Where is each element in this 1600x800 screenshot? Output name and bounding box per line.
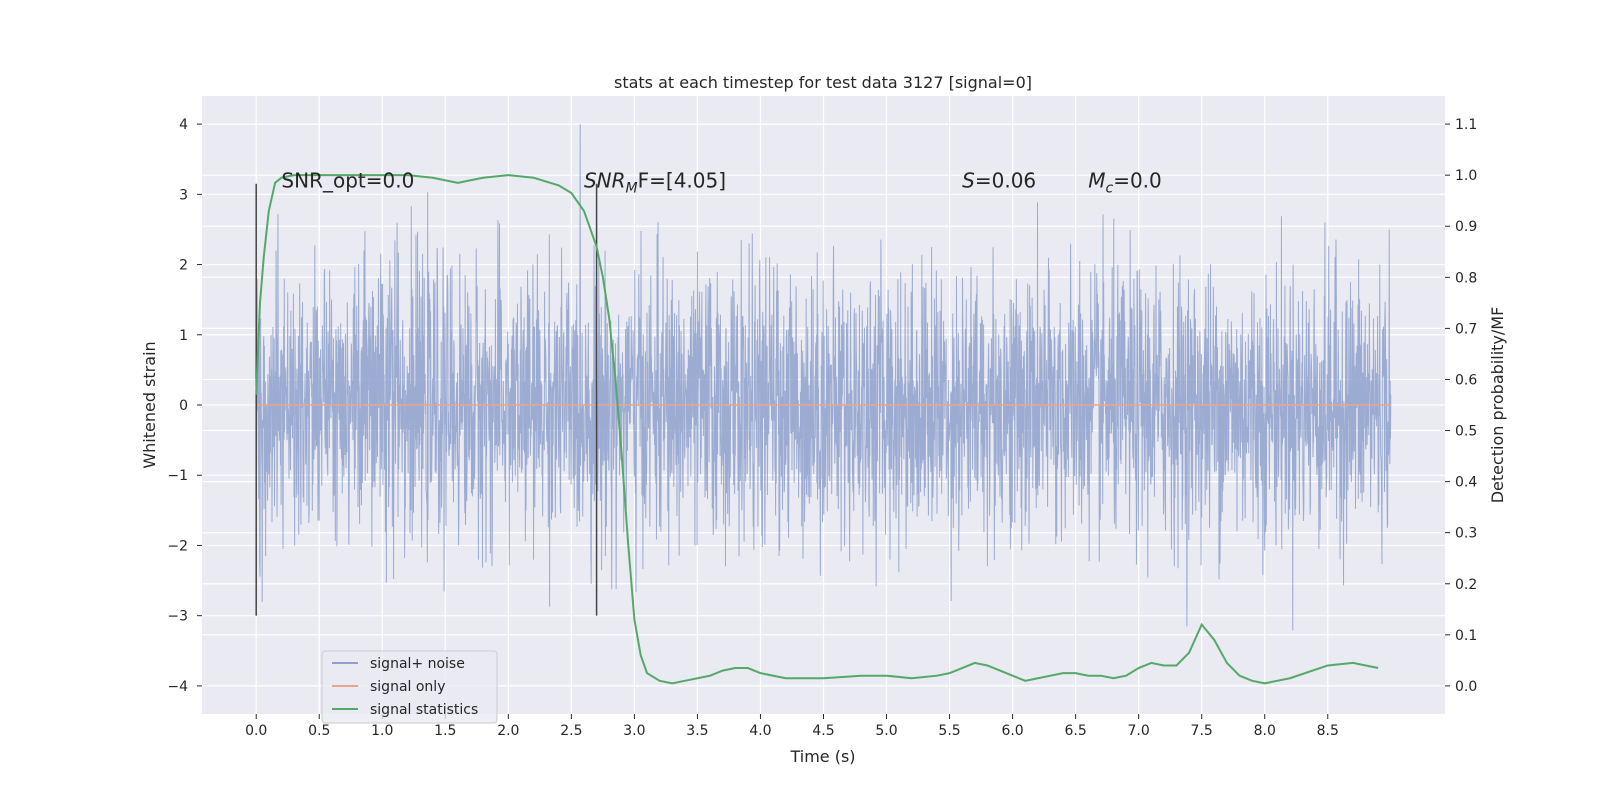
y-tick-label: 1	[179, 328, 188, 344]
x-tick-label: 5.0	[875, 723, 897, 739]
x-tick-label: 3.0	[623, 723, 645, 739]
series-signal-statistics	[255, 174, 1379, 685]
event-markers	[255, 183, 598, 616]
x-tick-label: 0.0	[245, 723, 267, 739]
y2-tick-label: 0.1	[1455, 628, 1477, 644]
y2-tick-label: 0.7	[1455, 321, 1477, 337]
y-tick-label: 3	[179, 187, 188, 203]
series-signal-noise	[255, 124, 1392, 631]
y2-tick-label: 0.3	[1455, 526, 1477, 542]
x-tick-label: 0.5	[308, 723, 330, 739]
y2-tick-label: 1.0	[1455, 168, 1477, 184]
y-tick-label: 4	[179, 117, 188, 133]
statistics-line	[255, 174, 1379, 685]
annotation-0: SNR_opt=0.0	[281, 168, 414, 192]
legend: signal+ noise signal only signal statist…	[321, 650, 498, 724]
legend-frame	[321, 650, 498, 724]
y-tick-label: 2	[179, 258, 188, 274]
y-tick-label: −3	[167, 609, 188, 625]
legend-label-signal-only: signal only	[370, 679, 445, 695]
x-tick-label: 7.0	[1128, 723, 1150, 739]
y-axis-label: Whitened strain	[140, 341, 159, 468]
x-axis-label: Time (s)	[789, 747, 855, 766]
y-axis-ticks: 4 3 2 1 0 −1 −2 −3 −4	[167, 117, 202, 695]
x-tick-label: 8.5	[1317, 723, 1339, 739]
x-axis-ticks: 0.0 0.5 1.0 1.5 2.0 2.5 3.0 3.5 4.0 4.5 5.0 5.5 6.0 6…	[245, 714, 1339, 739]
y2-tick-label: 0.5	[1455, 424, 1477, 440]
y2-tick-label: 0.4	[1455, 475, 1477, 491]
annotation-3: Mc=0.0	[1088, 168, 1162, 196]
y2-tick-label: 0.9	[1455, 219, 1477, 235]
y-tick-label: −2	[167, 538, 188, 554]
annotation-2: S=0.06	[962, 168, 1036, 192]
y2-tick-label: 0.6	[1455, 372, 1477, 388]
y2-axis-ticks: 1.1 1.0 0.9 0.8 0.7 0.6 0.5 0.4 0.3 0.2 0.1 0.0	[1445, 117, 1477, 695]
y-tick-label: 0	[179, 398, 188, 414]
x-tick-label: 1.5	[434, 723, 456, 739]
x-tick-label: 5.5	[938, 723, 960, 739]
legend-label-signal-noise: signal+ noise	[370, 656, 465, 672]
y-tick-label: −4	[167, 679, 188, 695]
y2-tick-label: 1.1	[1455, 117, 1477, 133]
x-tick-label: 6.0	[1001, 723, 1023, 739]
x-tick-label: 2.5	[560, 723, 582, 739]
y2-tick-label: 0.8	[1455, 270, 1477, 286]
x-tick-label: 7.5	[1191, 723, 1213, 739]
noise-line	[255, 124, 1392, 631]
x-tick-label: 6.5	[1064, 723, 1086, 739]
y2-tick-label: 0.2	[1455, 577, 1477, 593]
x-tick-label: 4.5	[812, 723, 834, 739]
y2-axis-label: Detection probability/MF	[1488, 307, 1507, 504]
y-tick-label: −1	[167, 468, 188, 484]
x-tick-label: 8.0	[1254, 723, 1276, 739]
x-tick-label: 1.0	[371, 723, 393, 739]
y2-tick-label: 0.0	[1455, 679, 1477, 695]
legend-label-signal-statistics: signal statistics	[370, 702, 478, 718]
x-tick-label: 3.5	[686, 723, 708, 739]
annotations: SNR_opt=0.0 SNRMF=[4.05] S=0.06 Mc=0.0	[281, 168, 1161, 196]
chart-title: stats at each timestep for test data 312…	[614, 73, 1032, 92]
x-tick-label: 2.0	[497, 723, 519, 739]
x-tick-label: 4.0	[749, 723, 771, 739]
annotation-1: SNRMF=[4.05]	[584, 168, 726, 196]
